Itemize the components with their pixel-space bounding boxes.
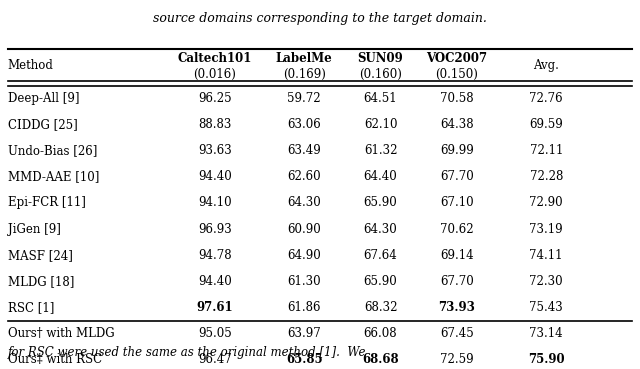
Text: 64.30: 64.30 xyxy=(364,223,397,235)
Text: Ours‡ with RSC: Ours‡ with RSC xyxy=(8,354,102,366)
Text: 69.99: 69.99 xyxy=(440,144,474,157)
Text: 62.60: 62.60 xyxy=(287,170,321,183)
Text: 67.70: 67.70 xyxy=(440,170,474,183)
Text: 65.90: 65.90 xyxy=(364,196,397,209)
Text: Method: Method xyxy=(8,59,54,72)
Text: 72.76: 72.76 xyxy=(529,92,563,105)
Text: (0.016): (0.016) xyxy=(193,68,236,81)
Text: source domains corresponding to the target domain.: source domains corresponding to the targ… xyxy=(153,12,487,25)
Text: Avg.: Avg. xyxy=(533,59,559,72)
Text: (0.160): (0.160) xyxy=(359,68,402,81)
Text: 62.10: 62.10 xyxy=(364,118,397,131)
Text: JiGen [9]: JiGen [9] xyxy=(8,223,61,235)
Text: 73.14: 73.14 xyxy=(529,327,563,340)
Text: 94.40: 94.40 xyxy=(198,170,232,183)
Text: Undo-Bias [26]: Undo-Bias [26] xyxy=(8,144,97,157)
Text: 67.64: 67.64 xyxy=(364,249,397,262)
Text: LabelMe: LabelMe xyxy=(276,52,332,65)
Text: 96.25: 96.25 xyxy=(198,92,232,105)
Text: 72.90: 72.90 xyxy=(529,196,563,209)
Text: Caltech101: Caltech101 xyxy=(178,52,252,65)
Text: 63.97: 63.97 xyxy=(287,327,321,340)
Text: MMD-AAE [10]: MMD-AAE [10] xyxy=(8,170,99,183)
Text: 72.11: 72.11 xyxy=(529,144,563,157)
Text: 64.51: 64.51 xyxy=(364,92,397,105)
Text: CIDDG [25]: CIDDG [25] xyxy=(8,118,77,131)
Text: 68.32: 68.32 xyxy=(364,301,397,314)
Text: 97.61: 97.61 xyxy=(196,301,233,314)
Text: RSC [1]: RSC [1] xyxy=(8,301,54,314)
Text: 93.63: 93.63 xyxy=(198,144,232,157)
Text: 64.40: 64.40 xyxy=(364,170,397,183)
Text: MASF [24]: MASF [24] xyxy=(8,249,72,262)
Text: 64.90: 64.90 xyxy=(287,249,321,262)
Text: 61.86: 61.86 xyxy=(287,301,321,314)
Text: 67.45: 67.45 xyxy=(440,327,474,340)
Text: 75.90: 75.90 xyxy=(528,354,564,366)
Text: 69.14: 69.14 xyxy=(440,249,474,262)
Text: 66.08: 66.08 xyxy=(364,327,397,340)
Text: 64.30: 64.30 xyxy=(287,196,321,209)
Text: 72.28: 72.28 xyxy=(529,170,563,183)
Text: 88.83: 88.83 xyxy=(198,118,232,131)
Text: (0.169): (0.169) xyxy=(283,68,326,81)
Text: 96.47: 96.47 xyxy=(198,354,232,366)
Text: MLDG [18]: MLDG [18] xyxy=(8,275,74,288)
Text: 70.58: 70.58 xyxy=(440,92,474,105)
Text: 96.93: 96.93 xyxy=(198,223,232,235)
Text: 72.59: 72.59 xyxy=(440,354,474,366)
Text: 74.11: 74.11 xyxy=(529,249,563,262)
Text: 65.85: 65.85 xyxy=(285,354,323,366)
Text: 94.40: 94.40 xyxy=(198,275,232,288)
Text: 63.49: 63.49 xyxy=(287,144,321,157)
Text: for RSC were used the same as the original method [1].  We: for RSC were used the same as the origin… xyxy=(8,346,366,359)
Text: 63.06: 63.06 xyxy=(287,118,321,131)
Text: 72.30: 72.30 xyxy=(529,275,563,288)
Text: 68.68: 68.68 xyxy=(362,354,399,366)
Text: Ours† with MLDG: Ours† with MLDG xyxy=(8,327,115,340)
Text: 94.78: 94.78 xyxy=(198,249,232,262)
Text: 95.05: 95.05 xyxy=(198,327,232,340)
Text: 61.30: 61.30 xyxy=(287,275,321,288)
Text: 70.62: 70.62 xyxy=(440,223,474,235)
Text: 61.32: 61.32 xyxy=(364,144,397,157)
Text: VOC2007: VOC2007 xyxy=(426,52,488,65)
Text: 64.38: 64.38 xyxy=(440,118,474,131)
Text: 73.93: 73.93 xyxy=(438,301,476,314)
Text: 67.70: 67.70 xyxy=(440,275,474,288)
Text: 65.90: 65.90 xyxy=(364,275,397,288)
Text: Epi-FCR [11]: Epi-FCR [11] xyxy=(8,196,86,209)
Text: SUN09: SUN09 xyxy=(358,52,403,65)
Text: 69.59: 69.59 xyxy=(529,118,563,131)
Text: 94.10: 94.10 xyxy=(198,196,232,209)
Text: 60.90: 60.90 xyxy=(287,223,321,235)
Text: 75.43: 75.43 xyxy=(529,301,563,314)
Text: 73.19: 73.19 xyxy=(529,223,563,235)
Text: (0.150): (0.150) xyxy=(436,68,479,81)
Text: 67.10: 67.10 xyxy=(440,196,474,209)
Text: 59.72: 59.72 xyxy=(287,92,321,105)
Text: Deep-All [9]: Deep-All [9] xyxy=(8,92,79,105)
